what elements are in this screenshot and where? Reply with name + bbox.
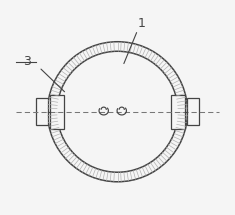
Bar: [187, 98, 199, 125]
Text: 1: 1: [138, 17, 146, 30]
Bar: [36, 98, 48, 125]
Bar: [50, 95, 64, 129]
Text: 3: 3: [23, 55, 31, 68]
Bar: [171, 95, 185, 129]
